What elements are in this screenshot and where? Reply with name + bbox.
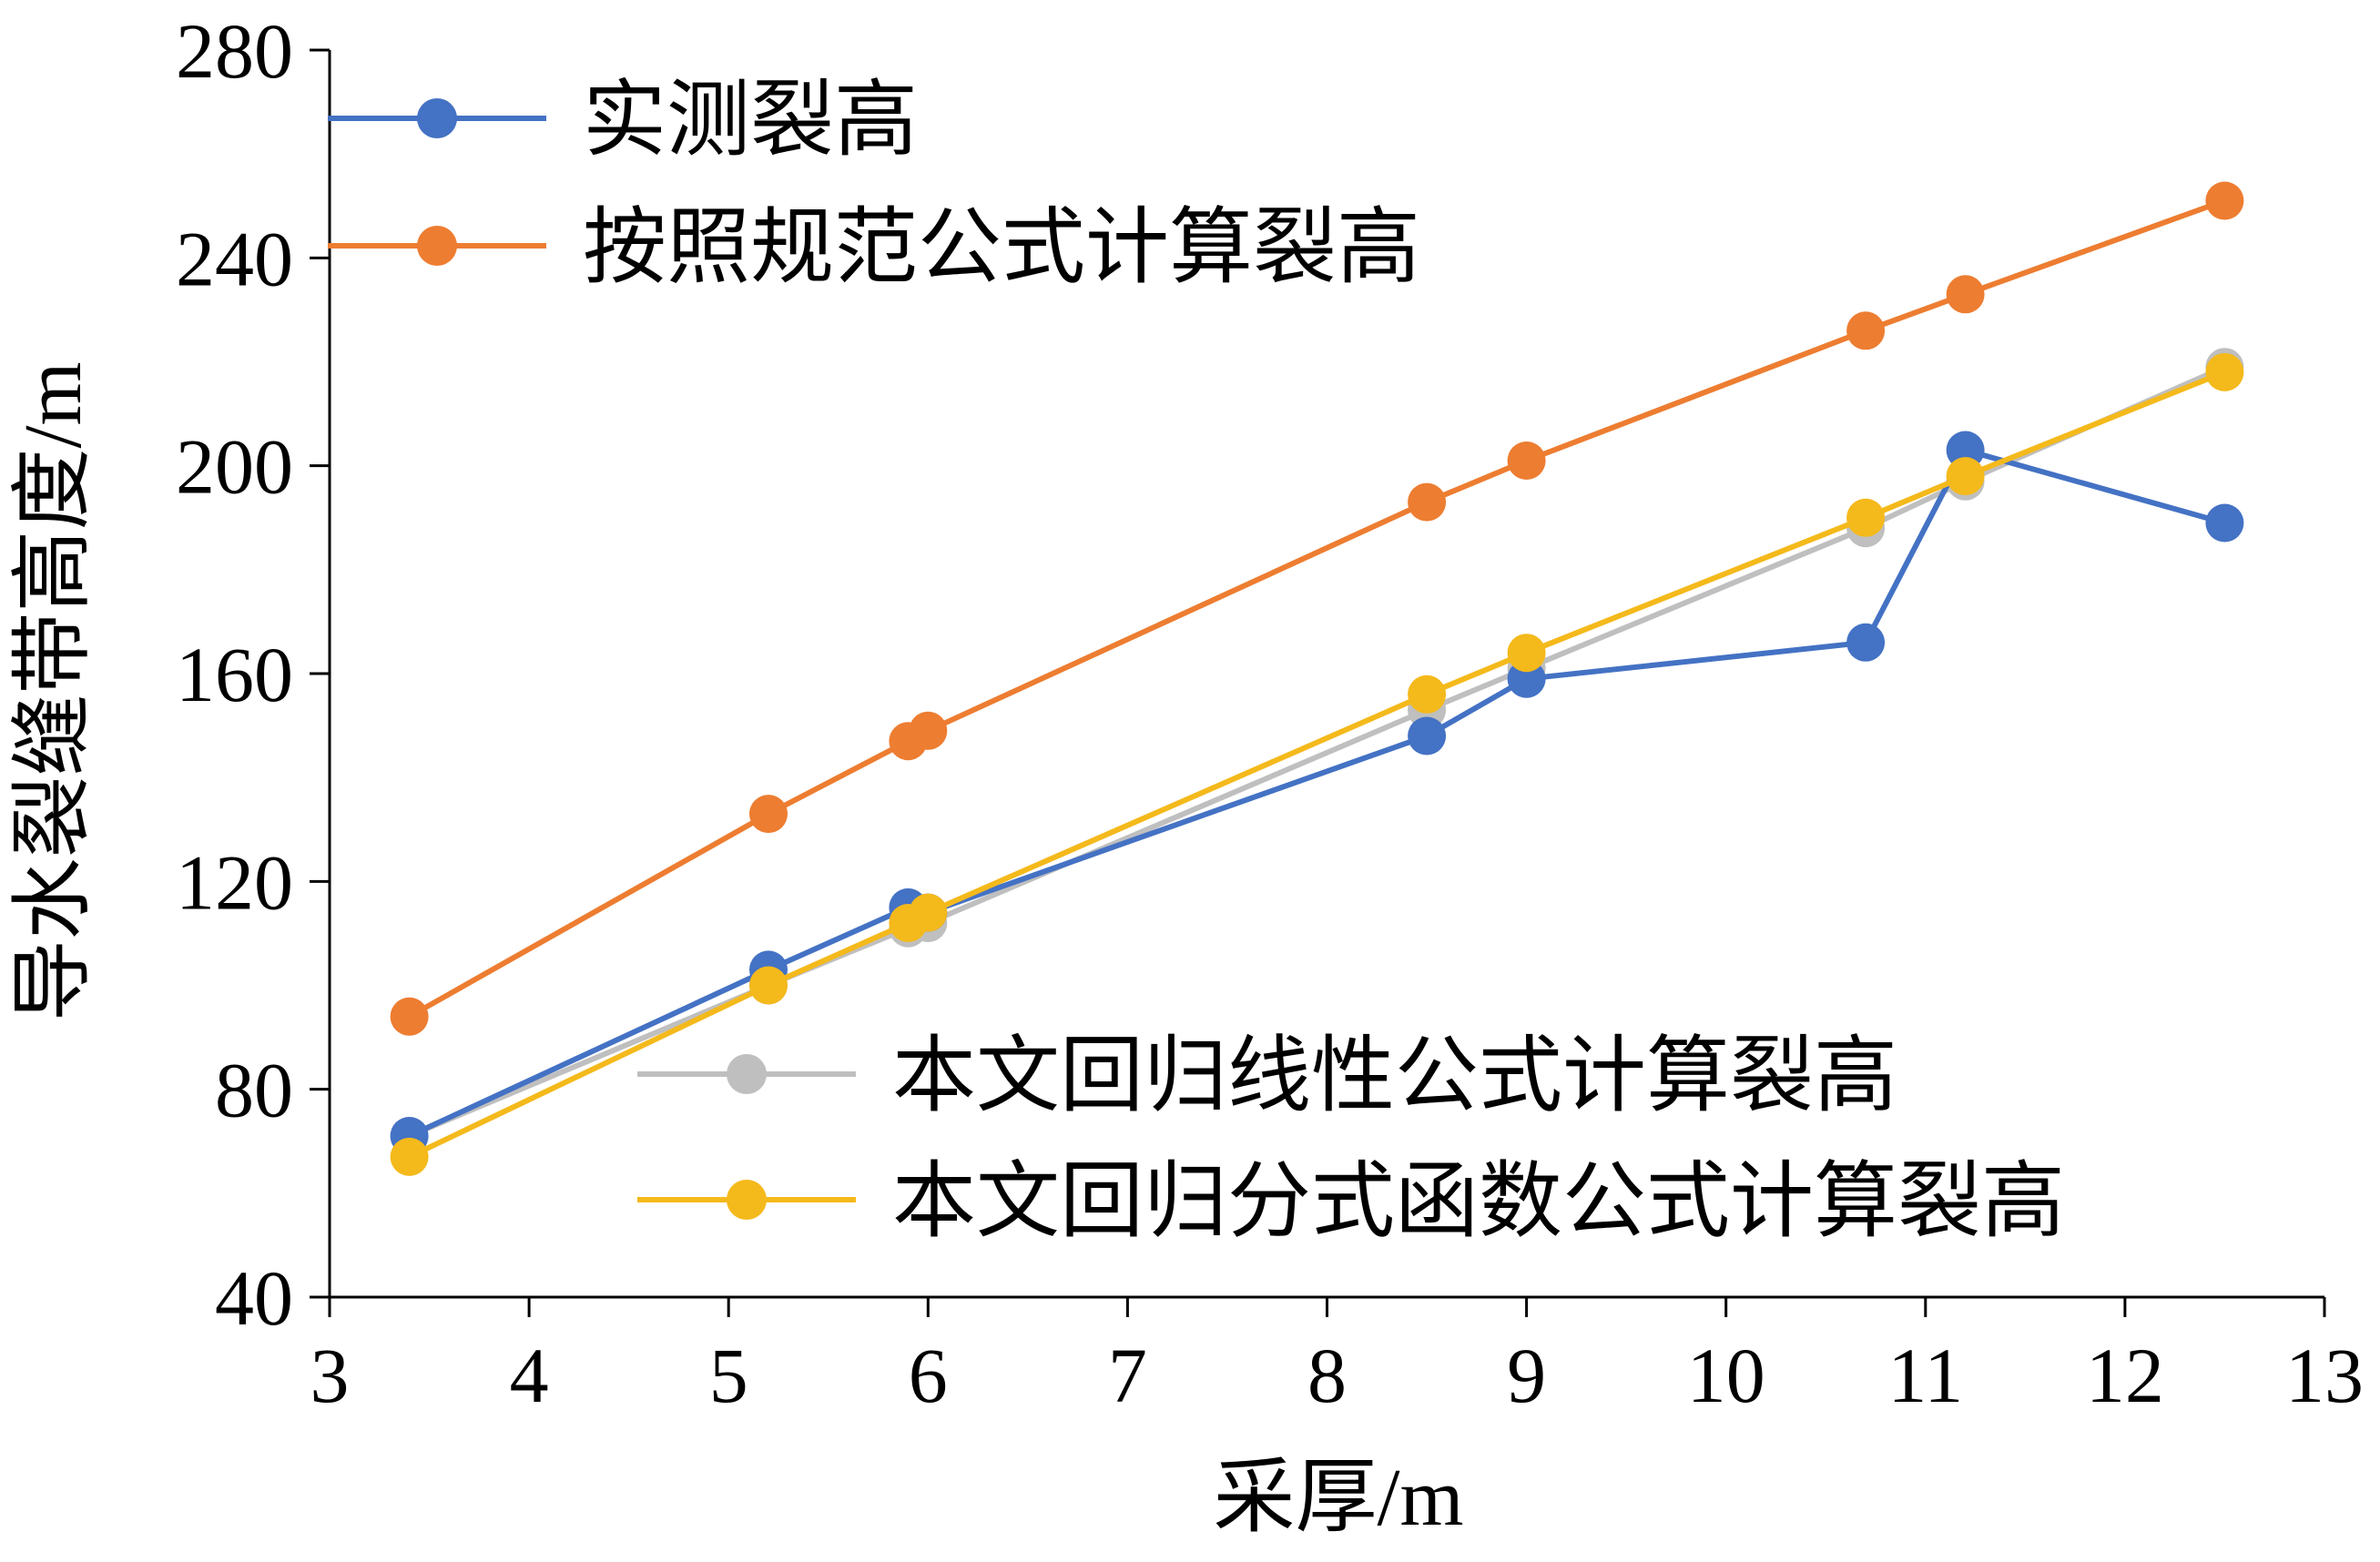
x-tick-label: 3 — [310, 1332, 350, 1419]
y-tick-label: 240 — [176, 215, 293, 302]
legend-item: 按照规范公式计算裂高 — [328, 201, 1420, 294]
legend-marker — [417, 98, 457, 138]
data-point — [1507, 634, 1546, 673]
legend-marker — [417, 226, 457, 266]
data-point — [1846, 623, 1886, 662]
y-axis-title: 导水裂缝带高度/m — [8, 361, 98, 1021]
y-tick-label: 160 — [176, 631, 293, 718]
legend-item: 实测裂高 — [328, 74, 918, 167]
x-tick-label: 13 — [2285, 1332, 2364, 1419]
data-point — [1408, 482, 1447, 522]
data-point — [1408, 716, 1447, 756]
data-point — [1946, 457, 1985, 496]
x-tick-label: 12 — [2086, 1332, 2164, 1419]
data-point — [1846, 311, 1886, 350]
legend-item: 本文回归分式函数公式计算裂高 — [637, 1155, 2065, 1248]
y-tick-label: 40 — [215, 1254, 293, 1342]
x-tick-label: 5 — [709, 1332, 748, 1419]
data-point — [1408, 674, 1447, 714]
data-point — [1846, 498, 1886, 537]
x-tick-label: 11 — [1887, 1332, 1963, 1419]
y-tick-label: 200 — [176, 423, 293, 511]
data-point — [909, 893, 948, 932]
y-tick-label: 120 — [176, 838, 293, 926]
data-point — [909, 711, 948, 750]
series-line — [408, 198, 2226, 1019]
data-point — [2205, 181, 2244, 220]
series-2 — [390, 431, 2244, 1155]
data-point — [1507, 441, 1546, 480]
data-point — [1946, 275, 1985, 314]
legend-marker — [727, 1054, 767, 1094]
legend-label: 实测裂高 — [583, 74, 918, 167]
data-point — [749, 966, 788, 1005]
x-tick-label: 10 — [1687, 1332, 1765, 1419]
series-layer — [390, 181, 2244, 1176]
data-point — [2205, 352, 2244, 391]
x-tick-label: 6 — [909, 1332, 948, 1419]
x-tick-label: 8 — [1307, 1332, 1347, 1419]
data-point — [390, 1137, 429, 1176]
axes: 40 80 120 160 200 240 280 3 4 5 6 7 8 9 10 11 12 13 — [176, 7, 2364, 1419]
data-point — [749, 795, 788, 834]
y-tick-label: 280 — [176, 7, 293, 95]
x-axis-title: 采厚/m — [1213, 1453, 1463, 1543]
legend-label: 按照规范公式计算裂高 — [583, 201, 1420, 294]
legend-marker — [727, 1180, 767, 1220]
series-4 — [390, 352, 2244, 1176]
y-tick-label: 80 — [215, 1047, 293, 1134]
x-tick-label: 7 — [1108, 1332, 1147, 1419]
legend-label: 本文回归分式函数公式计算裂高 — [892, 1155, 2065, 1248]
legend-item: 本文回归线性公式计算裂高 — [637, 1030, 1897, 1122]
data-point — [390, 997, 429, 1036]
legend-label: 本文回归线性公式计算裂高 — [892, 1030, 1897, 1122]
series-3 — [390, 181, 2244, 1036]
data-point — [2205, 503, 2244, 543]
x-tick-label: 9 — [1507, 1332, 1546, 1419]
x-tick-label: 4 — [510, 1332, 549, 1419]
